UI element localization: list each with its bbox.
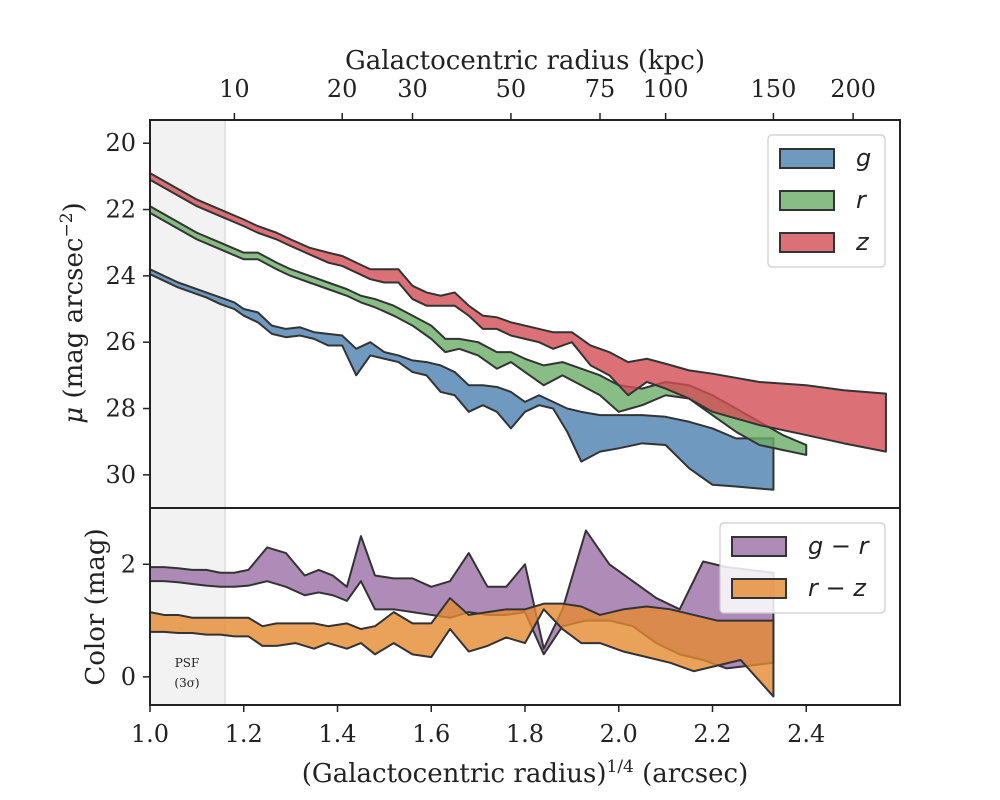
top-tick-label: 20 — [327, 75, 358, 103]
legend-swatch — [731, 536, 787, 557]
psf-shade — [150, 120, 225, 508]
legend-label: r − z — [808, 574, 867, 602]
y-tick-label: 24 — [105, 262, 136, 290]
x-tick-label: 1.6 — [412, 720, 450, 748]
psf-annotation: PSF — [175, 656, 200, 670]
x-tick-label: 1.2 — [225, 720, 263, 748]
top-tick-label: 30 — [397, 75, 428, 103]
psf-annotation-sigma: (3σ) — [174, 676, 199, 690]
y-tick-label: 26 — [105, 328, 136, 356]
x-tick-label: 1.4 — [318, 720, 356, 748]
x-tick-label: 1.8 — [506, 720, 544, 748]
surface-brightness-panel: 20 22 24 26 28 30 grz 10 20 30 50 75 100 150 200 — [105, 75, 901, 509]
legend-label: g — [856, 144, 871, 172]
legend-label: z — [855, 228, 870, 256]
legend-swatch — [779, 148, 835, 169]
legend-swatch — [779, 190, 835, 211]
axes-labels: Galactocentric radius (kpc) (Galactocent… — [57, 46, 748, 789]
legend-swatch — [731, 578, 787, 599]
band-r-z — [149, 597, 775, 698]
y-tick-label: 20 — [105, 129, 136, 157]
psf-shade — [150, 508, 225, 705]
band-g — [149, 268, 775, 491]
x-tick-label: 2.0 — [600, 720, 638, 748]
legend-swatch — [779, 232, 835, 253]
top-tick-label: 10 — [219, 75, 250, 103]
band-r — [149, 205, 808, 456]
top-tick-label: 150 — [751, 75, 797, 103]
band-z — [149, 172, 887, 453]
top-tick-label: 50 — [496, 75, 527, 103]
y-tick-label: 2 — [121, 550, 136, 578]
x-tick-label: 2.4 — [787, 720, 825, 748]
y-axis-label-top: μ (mag arcsec−2) — [57, 202, 89, 423]
top-tick-label: 75 — [585, 75, 616, 103]
legend-label: r — [856, 186, 868, 214]
x-tick-label: 1.0 — [131, 720, 169, 748]
y-tick-label: 30 — [105, 461, 136, 489]
legend-label: g − r — [808, 532, 871, 560]
top-tick-label: 100 — [643, 75, 689, 103]
color-panel: 0 2 g − r r − z 1.0 1.2 1.4 1.6 1.8 2.0 2.2 2.4 — [121, 507, 901, 748]
y-tick-label: 28 — [105, 395, 136, 423]
x-tick-label: 2.2 — [693, 720, 731, 748]
y-tick-label: 22 — [105, 196, 136, 224]
y-axis-label-bottom: Color (mag) — [81, 528, 111, 685]
top-tick-label: 200 — [830, 75, 876, 103]
y-tick-label: 0 — [121, 663, 136, 691]
top-axis-label: Galactocentric radius (kpc) — [345, 46, 705, 76]
x-axis-label: (Galactocentric radius)1/4 (arcsec) — [302, 757, 748, 789]
